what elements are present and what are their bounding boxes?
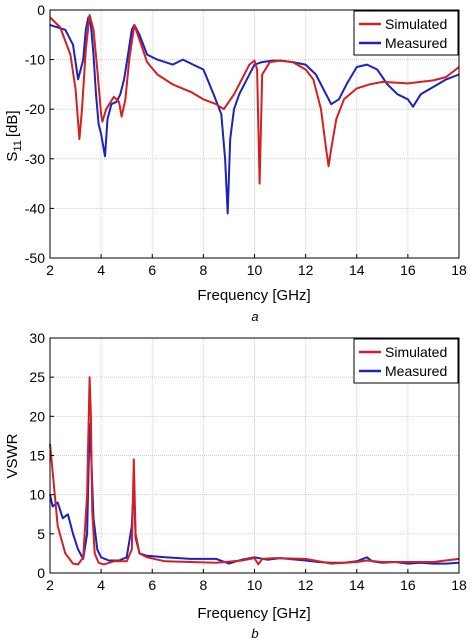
s11-x-tick-label: 6 [148,262,156,278]
s11-y-axis-label: S11 [dB] [4,110,24,161]
vswr-legend-label-measured: Measured [385,363,447,379]
s11-legend-label-simulated: Simulated [385,16,447,32]
vswr-x-axis-label: Frequency [GHz] [197,605,310,622]
vswr-y-axis-label: VSWR [4,433,21,478]
s11-chart: 2 4 6 8 10 12 14 16 18 -50 -40 -30 -20 -10 0 Frequenc… [4,2,467,324]
s11-x-tick-label: 14 [349,262,365,278]
s11-y-label-sub: 11 [12,140,24,151]
s11-x-tick-label: 12 [298,262,314,278]
vswr-y-tick-label: 5 [37,526,45,542]
vswr-x-tick-label: 2 [46,577,54,593]
vswr-x-tick-label: 14 [349,577,365,593]
vswr-x-ticks: 2 4 6 8 10 12 14 16 18 [46,569,467,593]
panel-label-a: a [251,309,258,324]
s11-x-ticks: 2 4 6 8 10 12 14 16 18 [46,254,467,278]
vswr-y-tick-label: 25 [29,369,45,385]
vswr-chart: 2 4 6 8 10 12 14 16 18 0 5 10 15 20 25 30 Frequency [G… [4,330,467,641]
vswr-x-tick-label: 12 [298,577,314,593]
vswr-legend-box [353,338,459,384]
vswr-series [49,376,460,566]
s11-y-ticks: -50 -40 -30 -20 -10 0 [25,2,54,266]
s11-y-label-unit: [dB] [4,110,21,137]
vswr-y-tick-label: 20 [29,408,45,424]
vswr-x-tick-label: 6 [148,577,156,593]
vswr-y-tick-label: 0 [37,565,45,581]
s11-y-tick-label: 0 [37,2,45,18]
vswr-y-tick-label: 30 [29,330,45,346]
vswr-x-tick-label: 8 [199,577,207,593]
s11-x-tick-label: 18 [451,262,467,278]
s11-x-tick-label: 16 [400,262,416,278]
s11-x-tick-label: 4 [97,262,105,278]
s11-grid [49,9,460,259]
s11-x-tick-label: 8 [199,262,207,278]
vswr-legend-label-simulated: Simulated [385,344,447,360]
s11-y-tick-label: -30 [25,151,45,167]
s11-legend-box [353,10,459,56]
s11-y-label-main: S [4,152,21,162]
vswr-x-tick-label: 10 [247,577,263,593]
vswr-legend: Simulated Measured [353,338,459,384]
vswr-y-tick-label: 15 [29,448,45,464]
s11-x-tick-label: 2 [46,262,54,278]
vswr-x-tick-label: 16 [400,577,416,593]
s11-legend: Simulated Measured [353,10,459,56]
vswr-y-ticks: 0 5 10 15 20 25 30 [29,330,54,581]
s11-x-tick-label: 10 [247,262,263,278]
s11-y-tick-label: -20 [25,101,45,117]
s11-y-tick-label: -10 [25,52,45,68]
vswr-series-simulated-line [49,376,460,566]
s11-series [49,14,460,215]
vswr-y-tick-label: 10 [29,487,45,503]
vswr-x-tick-label: 18 [451,577,467,593]
s11-y-tick-label: -50 [25,250,45,266]
s11-series-simulated-line [49,14,460,185]
vswr-x-tick-label: 4 [97,577,105,593]
panel-label-b: b [251,626,258,641]
s11-y-tick-label: -40 [25,200,45,216]
s11-series-measured-line [49,16,460,215]
s11-x-axis-label: Frequency [GHz] [197,287,310,304]
s11-legend-label-measured: Measured [385,35,447,51]
